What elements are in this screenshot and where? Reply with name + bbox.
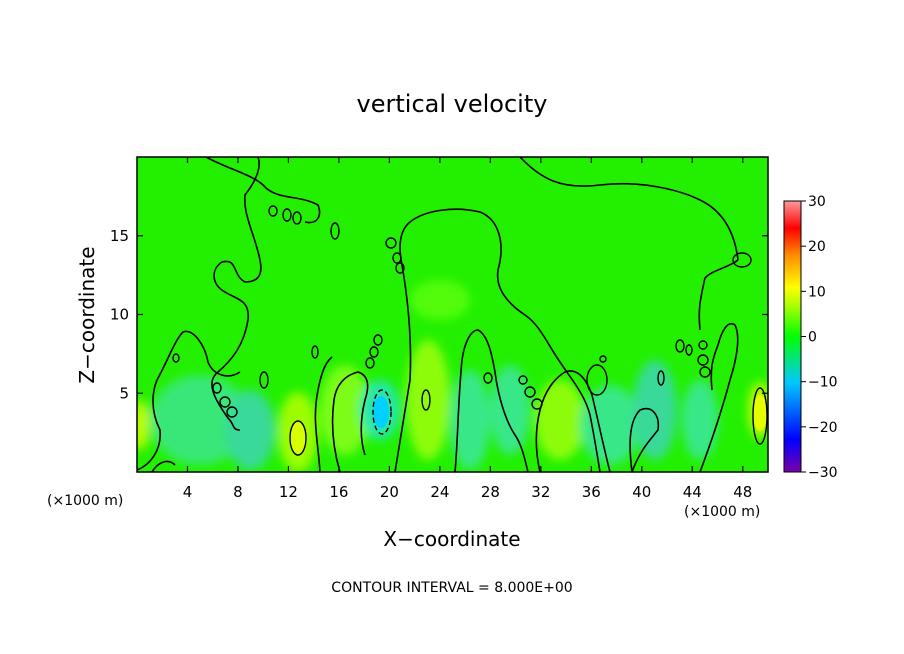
- plot-area: [137, 157, 768, 472]
- contour-loop: [226, 406, 238, 418]
- contour-loop: [268, 205, 278, 217]
- colorbar-tick-label: −20: [808, 420, 838, 436]
- contour-loop: [531, 398, 543, 410]
- x-tick-label: 12: [279, 483, 298, 501]
- x-tick-label: 16: [329, 483, 348, 501]
- x-unit-right: (×1000 m): [684, 504, 760, 520]
- contour-loop: [395, 262, 405, 274]
- contour-interval-note: CONTOUR INTERVAL = 8.000E+00: [331, 580, 572, 596]
- x-tick-label: 20: [380, 483, 399, 501]
- contour-loop: [524, 386, 536, 398]
- contour-loop: [732, 252, 752, 268]
- x-axis: 4 8 12 16 20 24 28 32 36 40 44 48: [183, 157, 752, 501]
- contour-line: [699, 323, 739, 472]
- colorbar: 30 20 10 0 −10 −20 −30: [783, 194, 838, 481]
- contour-loop: [675, 339, 685, 353]
- negative-contour-loop: [372, 389, 392, 435]
- contour-line: [535, 370, 611, 472]
- contour-line: [151, 460, 176, 472]
- contour-loop: [421, 389, 431, 411]
- contour-line: [331, 371, 369, 472]
- x-tick-label: 28: [481, 483, 500, 501]
- contour-loop: [259, 371, 269, 389]
- colorbar-tick-label: −10: [808, 375, 838, 391]
- contour-loop: [172, 353, 180, 363]
- x-tick-label: 48: [733, 483, 752, 501]
- colorbar-tick-label: 30: [808, 194, 826, 210]
- contour-loop: [282, 208, 292, 222]
- colorbar-tick-label: −30: [808, 465, 838, 481]
- contour-line: [137, 330, 241, 471]
- x-tick-label: 36: [582, 483, 601, 501]
- colorbar-tick-label: 10: [808, 284, 826, 300]
- contour-loop: [752, 387, 768, 445]
- contour-loop: [365, 357, 375, 369]
- contour-line: [629, 408, 660, 472]
- contour-line: [698, 259, 739, 331]
- x-tick-label: 8: [233, 483, 243, 501]
- x-unit-left: (×1000 m): [47, 493, 123, 509]
- colorbar-tick-label: 0: [808, 330, 817, 346]
- contour-loop: [289, 420, 307, 456]
- x-tick-label: 40: [632, 483, 651, 501]
- contour-loop: [385, 237, 397, 249]
- contour-loop: [330, 222, 340, 240]
- colorbar-tick-label: 20: [808, 239, 826, 255]
- contour-loop: [212, 382, 222, 394]
- contour-loop: [369, 346, 379, 358]
- contour-line: [519, 157, 739, 261]
- contour-loop: [685, 344, 693, 356]
- contour-line: [454, 329, 529, 472]
- contour-loop: [518, 375, 528, 385]
- contour-loop: [311, 345, 319, 359]
- contour-loops: [172, 205, 768, 456]
- contour-loop: [483, 372, 493, 384]
- colorbar-ticks: 30 20 10 0 −10 −20 −30: [801, 194, 838, 481]
- x-tick-label: 32: [531, 483, 550, 501]
- contour-loop: [586, 364, 608, 396]
- y-tick-label: 10: [110, 306, 129, 324]
- chart-title: vertical velocity: [357, 90, 548, 118]
- x-tick-label: 4: [183, 483, 193, 501]
- contour-line: [314, 356, 333, 472]
- contour-loop: [392, 252, 402, 264]
- contour-loop: [219, 396, 231, 408]
- y-axis: 5 10 15: [110, 227, 768, 402]
- colorbar-gradient: [783, 200, 802, 473]
- contour-loop: [599, 355, 607, 363]
- contour-line: [205, 157, 321, 224]
- contour-lines: [137, 157, 739, 472]
- x-axis-label: X−coordinate: [383, 527, 520, 551]
- y-tick-label: 5: [119, 384, 129, 402]
- hotspot: [289, 422, 307, 454]
- hotspot: [753, 395, 767, 431]
- contour-line: [394, 208, 601, 472]
- y-tick-label: 15: [110, 227, 129, 245]
- contour-loop: [697, 354, 709, 366]
- contour-loop: [698, 340, 708, 350]
- hotspot: [373, 396, 389, 428]
- x-tick-label: 44: [683, 483, 702, 501]
- y-axis-label: Z−coordinate: [75, 246, 99, 383]
- contour-loop: [373, 334, 383, 346]
- x-tick-label: 24: [430, 483, 449, 501]
- contour-loop: [292, 211, 302, 225]
- contour-loop: [657, 370, 665, 386]
- contour-loop: [699, 366, 711, 378]
